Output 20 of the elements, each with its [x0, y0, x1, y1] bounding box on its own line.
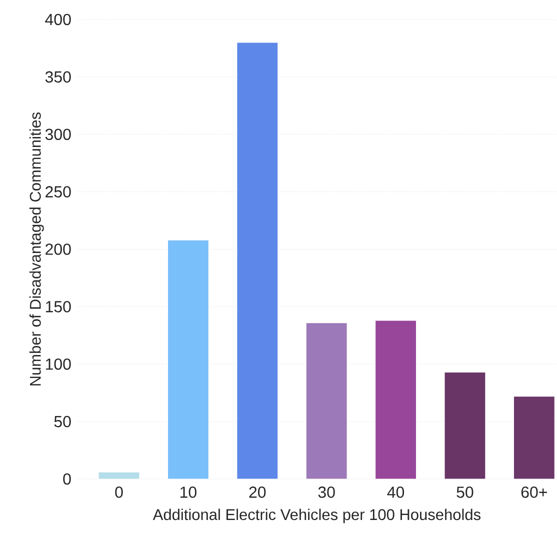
bar: [444, 372, 486, 479]
y-tick-label: 100: [46, 358, 71, 370]
x-axis-title: Additional Electric Vehicles per 100 Households: [152, 508, 480, 524]
x-tick-label: 50: [456, 486, 474, 498]
y-tick-label: 50: [54, 416, 71, 428]
y-axis-title: Number of Disadvantaged Communities: [29, 112, 44, 386]
y-tick-label: 150: [46, 301, 71, 312]
x-tick-label: 60+: [521, 486, 547, 498]
bar: [513, 396, 555, 479]
y-tick-label: 0: [63, 473, 71, 485]
y-tick-label: 350: [45, 71, 71, 83]
x-tick-label: 30: [318, 486, 335, 498]
x-tick-label: 20: [249, 486, 266, 498]
y-tick-label: 300: [45, 128, 71, 140]
y-tick-label: 400: [45, 14, 71, 26]
y-tick-label: 200: [46, 244, 71, 255]
x-tick-label: 10: [180, 486, 196, 498]
x-tick-label: 40: [387, 486, 404, 498]
x-tick-label: 0: [115, 486, 123, 498]
y-tick-label: 250: [46, 186, 71, 198]
